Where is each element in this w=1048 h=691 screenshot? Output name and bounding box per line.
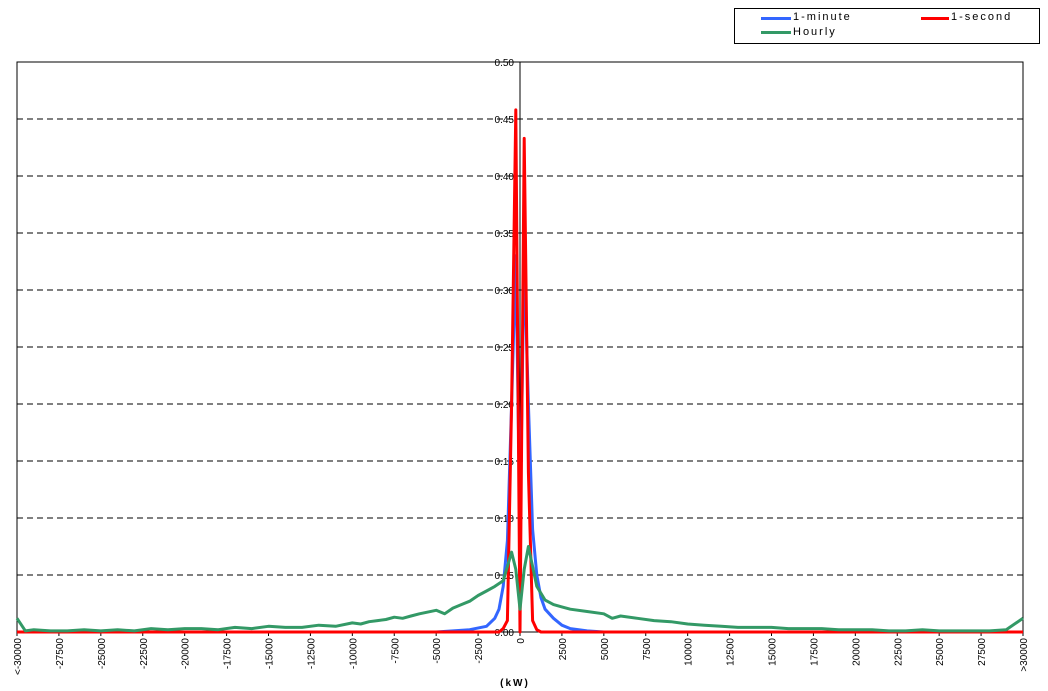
series-lines: [15, 108, 1024, 634]
y-tick-label: 0.25: [495, 343, 515, 354]
x-tick-label: 22500: [893, 638, 904, 666]
y-tick-label: 0.35: [495, 229, 515, 240]
x-tick-label: -15000: [265, 638, 276, 670]
y-tick-label: 0.40: [495, 172, 515, 183]
legend-label-1-second: 1-second: [951, 11, 1013, 23]
x-tick-label: 7500: [642, 638, 653, 661]
y-tick-label: 0.00: [495, 628, 515, 639]
y-tick-label: 0.20: [495, 400, 515, 411]
x-tick-label: -2500: [474, 638, 485, 664]
x-tick-labels: <-30000 -27500 -25000 -22500 -20000 -17500 -15…: [13, 632, 1030, 675]
x-tick-label: -25000: [97, 638, 108, 670]
x-tick-label: <-30000: [13, 638, 24, 675]
x-tick-label: -20000: [181, 638, 192, 670]
y-tick-label: 0.10: [495, 514, 515, 525]
x-tick-label: 10000: [684, 638, 695, 666]
x-tick-label: -17500: [223, 638, 234, 670]
x-axis-label: (kW): [500, 678, 530, 689]
legend-label-1-minute: 1-minute: [793, 11, 852, 23]
x-tick-label: 25000: [935, 638, 946, 666]
x-tick-label: -7500: [390, 638, 401, 664]
legend-label-hourly: Hourly: [793, 26, 837, 38]
x-tick-label: -27500: [55, 638, 66, 670]
y-tick-label: 0.50: [495, 58, 515, 69]
x-tick-label: 12500: [726, 638, 737, 666]
y-tick-label: 0.30: [495, 286, 515, 297]
x-tick-label: -12500: [306, 638, 317, 670]
x-tick-label: -5000: [432, 638, 443, 664]
x-tick-label: 17500: [809, 638, 820, 666]
legend-swatch-hourly: [761, 31, 791, 34]
x-tick-label: 2500: [558, 638, 569, 661]
series-line-1-second: [17, 108, 1023, 634]
x-tick-label: -22500: [139, 638, 150, 670]
x-tick-label: 20000: [851, 638, 862, 666]
y-tick-label: 0.15: [495, 457, 515, 468]
x-tick-label: 27500: [977, 638, 988, 666]
legend-swatch-1-second: [921, 17, 949, 20]
y-tick-label: 0.45: [495, 115, 515, 126]
series-line-hourly: [15, 545, 1024, 633]
x-tick-label: 15000: [768, 638, 779, 666]
x-tick-label: 0: [516, 638, 527, 644]
legend-swatch-1-minute: [761, 17, 791, 20]
x-tick-label: >30000: [1019, 638, 1030, 672]
x-tick-label: -10000: [348, 638, 359, 670]
x-tick-label: 5000: [600, 638, 611, 661]
legend: 1-minute 1-second Hourly: [734, 8, 1040, 44]
